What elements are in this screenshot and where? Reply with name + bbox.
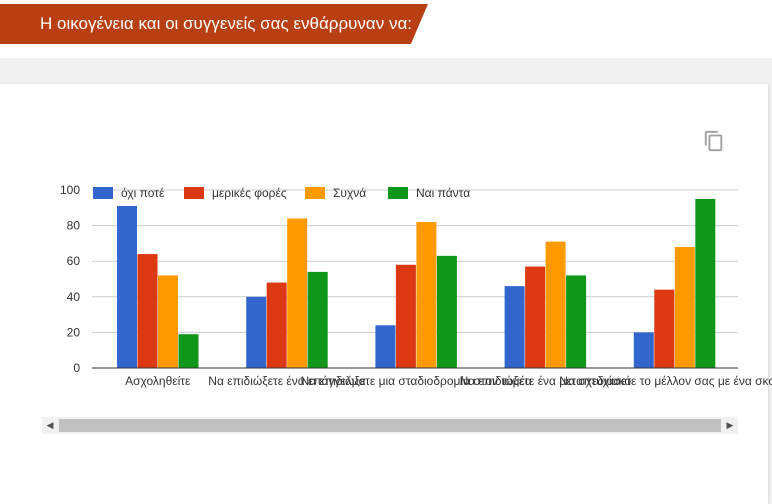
bar[interactable] <box>674 246 695 368</box>
scroll-left-arrow-icon[interactable]: ◀ <box>46 420 54 430</box>
axes: 0 20 40 60 80 100 Ασχοληθείτε Να επιδιώξετε ένα… <box>60 183 772 388</box>
x-category-label: Να επιδιώξετε μια σταδιοδρομία στον τομέ… <box>300 374 531 388</box>
y-tick-label: 20 <box>67 325 81 339</box>
bar[interactable] <box>246 296 267 368</box>
bar[interactable] <box>375 325 396 368</box>
bar[interactable] <box>287 218 308 368</box>
x-category-label: Ασχοληθείτε <box>125 374 191 388</box>
legend-label: μερικές φορές <box>212 186 287 200</box>
bar[interactable] <box>416 222 437 368</box>
legend-swatch <box>184 187 204 199</box>
bar[interactable] <box>566 275 587 368</box>
x-category-label: Να σχεδιάσετε το μέλλον σας με ένα σκοπό <box>559 374 772 388</box>
y-tick-label: 60 <box>67 254 81 268</box>
bars <box>117 198 716 368</box>
bar[interactable] <box>504 286 525 368</box>
bar[interactable] <box>137 254 158 368</box>
scroll-right-arrow-icon[interactable]: ▶ <box>726 420 734 430</box>
horizontal-scrollbar[interactable]: ◀ ▶ <box>42 417 738 434</box>
x-category-label: Να επιδιώξετε ένα επάγγελμα <box>208 374 365 388</box>
legend-swatch <box>388 187 408 199</box>
legend-swatch <box>305 187 325 199</box>
bar[interactable] <box>307 271 328 368</box>
bar[interactable] <box>695 198 716 368</box>
bar[interactable] <box>178 334 199 368</box>
bar[interactable] <box>525 266 546 368</box>
legend-label: όχι ποτέ <box>121 186 165 200</box>
y-tick-label: 100 <box>60 183 80 197</box>
bar[interactable] <box>158 275 178 368</box>
y-tick-label: 80 <box>67 219 81 233</box>
legend-label: Ναι πάντα <box>416 186 470 200</box>
scroll-thumb[interactable] <box>59 419 721 432</box>
legend-label: Συχνά <box>333 186 366 200</box>
bar[interactable] <box>117 206 137 368</box>
legend: όχι ποτέ μερικές φορές Συχνά Ναι πάντα <box>93 186 470 200</box>
section-title: Η οικογένεια και οι συγγενείς σας ενθάρρ… <box>0 4 428 44</box>
bar[interactable] <box>654 289 675 368</box>
y-tick-label: 40 <box>67 290 81 304</box>
bar[interactable] <box>545 241 566 368</box>
x-category-label: Να επιδιώξετε ένα μεταπτυχιακό <box>460 374 632 388</box>
legend-swatch <box>93 187 113 199</box>
bar[interactable] <box>266 282 287 368</box>
bar[interactable] <box>633 332 654 368</box>
y-tick-label: 0 <box>73 361 80 375</box>
copy-icon[interactable] <box>703 130 725 152</box>
bar[interactable] <box>395 264 416 368</box>
bar[interactable] <box>436 255 457 368</box>
bar-chart: 0 20 40 60 80 100 Ασχοληθείτε Να επιδιώξετε ένα… <box>60 183 772 388</box>
